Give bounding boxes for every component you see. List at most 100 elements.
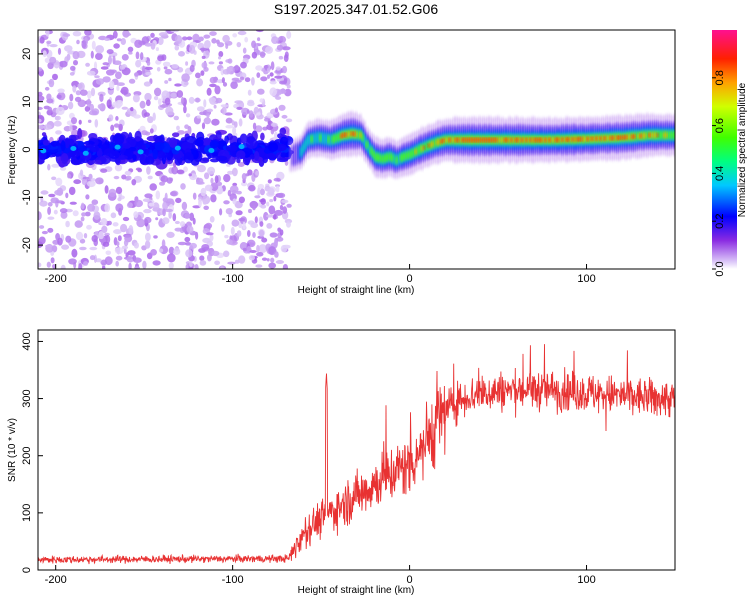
noise-blob bbox=[174, 227, 183, 232]
noise-blob bbox=[145, 232, 151, 242]
noise-blob bbox=[144, 208, 149, 213]
noise-blob bbox=[47, 163, 51, 171]
ridge-segment bbox=[367, 142, 371, 154]
ridge-segment bbox=[552, 137, 555, 143]
noise-blob bbox=[254, 125, 263, 133]
noise-blob bbox=[225, 208, 233, 215]
noise-blob bbox=[254, 195, 261, 199]
noise-blob bbox=[75, 90, 81, 96]
noise-blob bbox=[109, 69, 117, 74]
noise-blob bbox=[192, 205, 201, 209]
noise-blob bbox=[98, 231, 104, 240]
noise-blob bbox=[142, 260, 147, 269]
noise-blob bbox=[126, 202, 133, 209]
noise-blob bbox=[189, 260, 193, 268]
ridge-segment bbox=[478, 138, 481, 142]
noise-blob bbox=[173, 247, 181, 255]
noise-blob bbox=[120, 89, 128, 94]
noise-blob bbox=[246, 109, 250, 114]
noise-blob bbox=[168, 77, 172, 82]
noise-blob bbox=[134, 39, 143, 48]
noise-blob bbox=[263, 70, 269, 75]
noise-blob bbox=[38, 118, 42, 123]
noise-blob bbox=[112, 60, 122, 65]
noise-blob bbox=[256, 252, 264, 257]
noise-blob bbox=[122, 142, 132, 149]
noise-blob bbox=[273, 177, 281, 182]
noise-blob bbox=[64, 137, 70, 149]
noise-blob bbox=[270, 61, 275, 71]
noise-blob bbox=[203, 99, 207, 108]
ridge-segment bbox=[539, 138, 543, 142]
noise-blob bbox=[257, 187, 261, 196]
ridge-segment bbox=[573, 136, 577, 142]
noise-blob bbox=[133, 257, 142, 264]
noise-blob bbox=[113, 229, 122, 235]
ridge-segment bbox=[493, 138, 496, 142]
colorbar: 0.0 0.2 0.4 0.6 0.8 Normalized spectral ampl… bbox=[712, 30, 748, 277]
noise-blob bbox=[93, 211, 101, 220]
noise-blob bbox=[93, 61, 98, 70]
noise-blob bbox=[266, 258, 270, 262]
snr-x-axis-label: Height of straight line (km) bbox=[298, 585, 415, 596]
colorbar-tick-label: 0.4 bbox=[714, 166, 726, 181]
noise-blob bbox=[54, 115, 62, 121]
ridge-segment bbox=[624, 135, 628, 139]
noise-blob bbox=[100, 218, 108, 226]
noise-blob bbox=[158, 32, 168, 37]
noise-blob bbox=[248, 184, 256, 192]
ridge-segment bbox=[420, 146, 424, 151]
noise-blob bbox=[247, 89, 252, 96]
ridge-segment bbox=[382, 155, 386, 163]
noise-blob bbox=[60, 153, 69, 165]
noise-blob bbox=[279, 80, 287, 85]
noise-blob bbox=[219, 208, 223, 216]
noise-blob bbox=[281, 46, 291, 51]
ridge-segment bbox=[348, 131, 352, 137]
noise-blob bbox=[115, 116, 119, 121]
noise-blob bbox=[211, 38, 217, 44]
noise-blob bbox=[120, 38, 127, 45]
ridge-segment bbox=[395, 156, 398, 164]
ridge-segment bbox=[531, 137, 534, 143]
noise-blob bbox=[57, 237, 63, 246]
noise-blob bbox=[81, 40, 87, 49]
ridge-segment bbox=[289, 141, 292, 172]
noise-blob bbox=[100, 66, 109, 70]
noise-blob bbox=[245, 138, 258, 149]
noise-blob bbox=[196, 78, 204, 87]
noise-blob bbox=[244, 36, 249, 43]
noise-blob bbox=[188, 173, 192, 177]
ridge-segment bbox=[482, 138, 485, 142]
noise-blob bbox=[259, 221, 264, 227]
noise-blob bbox=[282, 137, 289, 142]
noise-blob bbox=[224, 234, 229, 239]
noise-blob bbox=[55, 177, 63, 187]
ridge-segment bbox=[363, 135, 366, 147]
ridge-segment bbox=[429, 142, 432, 148]
ridge-segment bbox=[433, 139, 436, 148]
noise-blob bbox=[45, 244, 53, 248]
noise-blob bbox=[127, 46, 134, 53]
ridge-segment bbox=[384, 154, 388, 162]
noise-bright-spot bbox=[82, 150, 89, 156]
colorbar-gradient bbox=[712, 30, 737, 269]
noise-blob bbox=[267, 74, 270, 79]
ridge-segment bbox=[671, 131, 674, 139]
noise-blob bbox=[269, 232, 278, 238]
x-tick-label: 100 bbox=[577, 574, 595, 586]
ridge-segment bbox=[442, 139, 445, 142]
snr-x-ticks: -200 -100 0 100 bbox=[45, 565, 596, 586]
snr-frame bbox=[37, 329, 676, 571]
noise-blob bbox=[42, 50, 47, 58]
noise-blob bbox=[235, 210, 243, 216]
noise-blob bbox=[101, 225, 108, 234]
ridge-segment bbox=[663, 132, 666, 138]
ridge-segment bbox=[440, 139, 443, 143]
colorbar-label: Normalized spectral amplitude bbox=[737, 82, 748, 217]
ridge-segment bbox=[357, 130, 360, 139]
noise-blob bbox=[46, 40, 52, 45]
noise-blob bbox=[196, 181, 205, 185]
noise-blob bbox=[209, 76, 217, 84]
noise-blob bbox=[261, 237, 268, 243]
